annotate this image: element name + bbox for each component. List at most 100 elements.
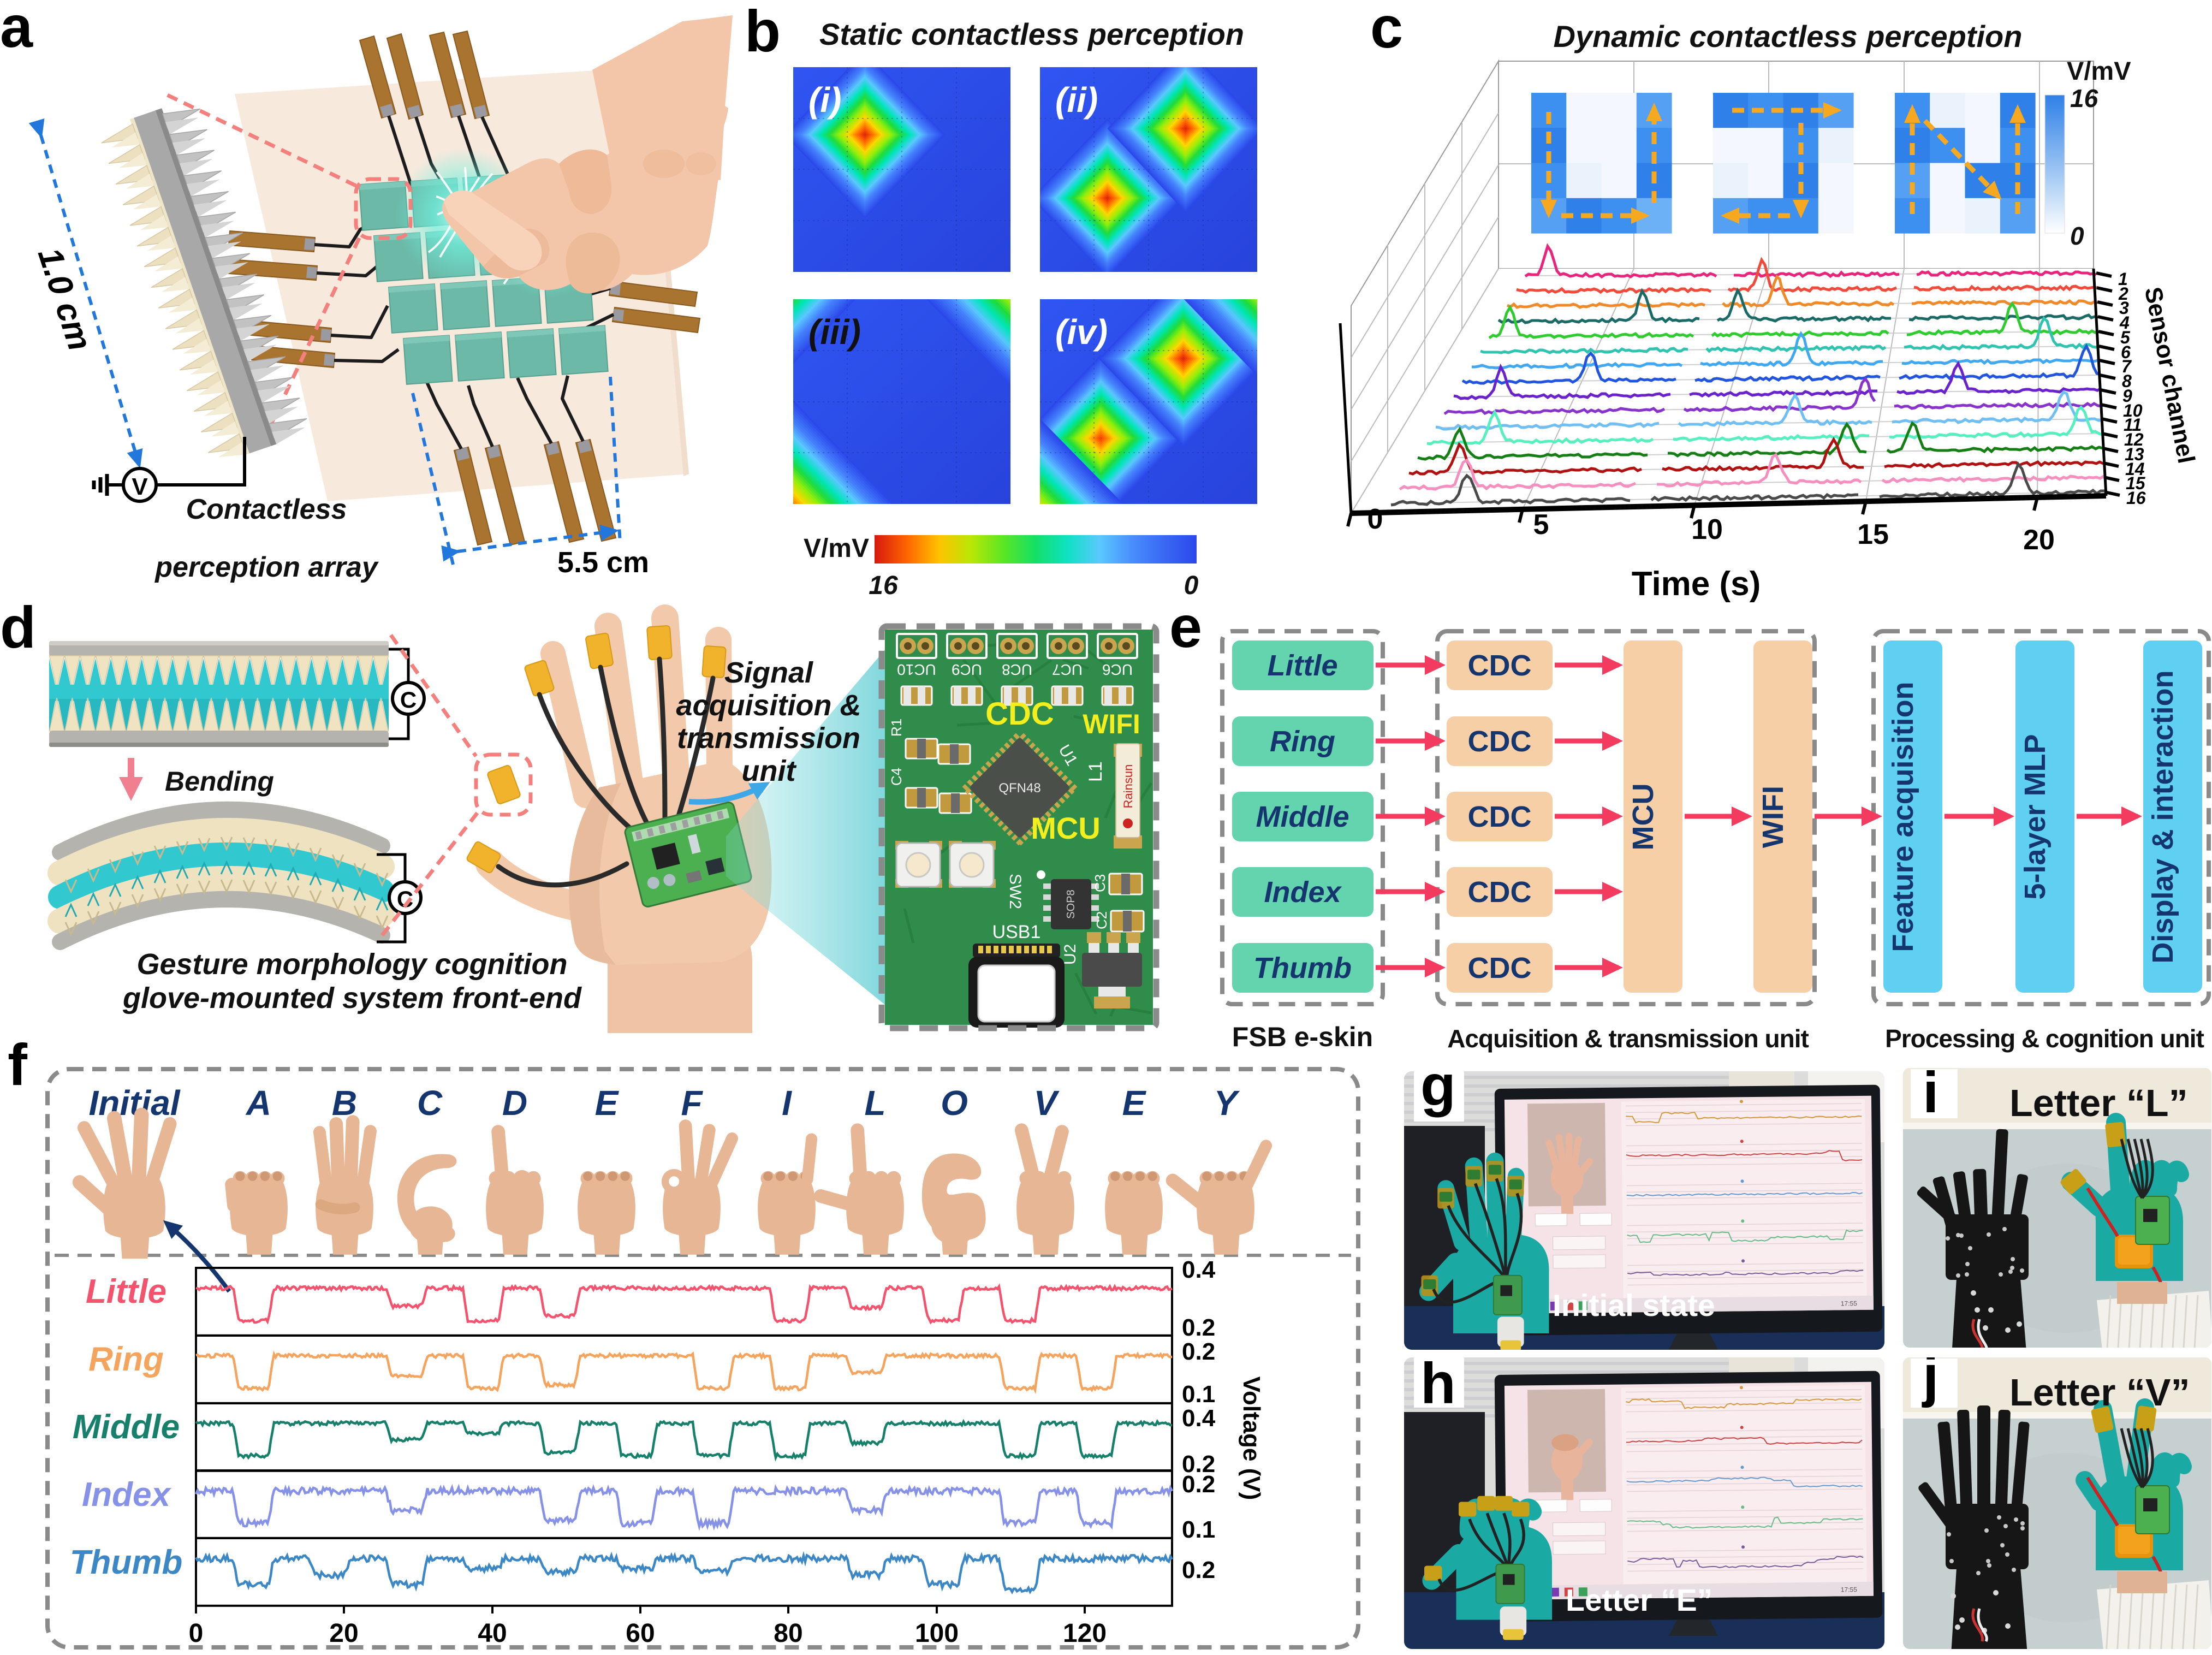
svg-text:QFN48: QFN48 [998,781,1040,796]
svg-text:120: 120 [1063,1619,1107,1648]
svg-text:40: 40 [478,1619,507,1648]
svg-text:(ii): (ii) [1055,80,1098,120]
svg-text:UC9: UC9 [952,661,982,678]
svg-text:12: 12 [2124,430,2144,449]
svg-text:Time (s): Time (s) [1632,565,1761,603]
svg-text:R1: R1 [888,719,905,737]
svg-text:0.2: 0.2 [1182,1314,1215,1341]
svg-text:USB1: USB1 [992,922,1041,942]
svg-text:L: L [864,1083,885,1123]
svg-text:V/mV: V/mV [2067,56,2131,85]
svg-text:SOP8: SOP8 [1065,889,1077,918]
svg-text:Rainsun: Rainsun [1121,764,1135,809]
svg-text:0.2: 0.2 [1182,1471,1215,1498]
svg-text:UC6: UC6 [1102,661,1133,678]
svg-text:MCU: MCU [1031,811,1101,845]
svg-text:16: 16 [2126,488,2146,508]
svg-text:Initial state: Initial state [1553,1288,1715,1323]
svg-text:2: 2 [2118,284,2128,304]
svg-text:CDC: CDC [1468,800,1532,833]
svg-text:0.2: 0.2 [1182,1557,1215,1583]
svg-text:SW2: SW2 [1006,874,1024,909]
svg-text:CDC: CDC [1468,649,1532,682]
svg-text:Index: Index [82,1476,171,1514]
svg-text:5: 5 [1533,509,1549,541]
svg-text:Y: Y [1214,1083,1240,1123]
svg-text:11: 11 [2124,415,2142,435]
svg-text:Middle: Middle [1256,800,1349,833]
svg-text:Ring: Ring [88,1340,164,1378]
svg-text:0: 0 [1367,503,1383,535]
svg-text:Letter “L”: Letter “L” [2009,1082,2188,1124]
svg-text:Display & interaction: Display & interaction [2146,670,2179,963]
svg-text:Letter “V”: Letter “V” [2009,1371,2190,1414]
svg-text:C4: C4 [888,768,905,786]
svg-text:glove-mounted system front-end: glove-mounted system front-end [122,982,582,1015]
svg-text:C2: C2 [1093,911,1110,929]
svg-text:UC10: UC10 [897,661,936,678]
svg-text:A: A [245,1083,271,1123]
svg-text:14: 14 [2125,459,2145,479]
svg-text:Thumb: Thumb [1253,952,1352,984]
svg-text:Letter “E”: Letter “E” [1566,1583,1712,1618]
svg-text:Little: Little [1268,649,1338,682]
svg-text:D: D [502,1083,527,1123]
svg-text:Ring: Ring [1270,725,1335,758]
svg-text:i: i [1923,1068,1939,1125]
svg-text:Bending: Bending [165,766,274,797]
svg-text:CDC: CDC [1468,952,1532,984]
svg-text:4: 4 [2119,313,2130,333]
svg-text:5.5 cm: 5.5 cm [557,546,649,579]
svg-text:V: V [1034,1083,1060,1123]
svg-text:0.1: 0.1 [1182,1516,1215,1543]
svg-text:Little: Little [86,1273,167,1310]
svg-text:(iv): (iv) [1055,312,1108,352]
svg-text:C: C [417,1083,443,1123]
svg-text:(i): (i) [808,80,841,120]
svg-text:V: V [132,473,148,500]
svg-text:0.4: 0.4 [1182,1256,1216,1283]
svg-text:3: 3 [2119,298,2129,318]
svg-text:Processing & cognition unit: Processing & cognition unit [1885,1024,2204,1053]
svg-text:Contactless: Contactless [186,494,347,525]
svg-text:Static contactless perception: Static contactless perception [819,17,1244,51]
svg-text:(iii): (iii) [808,312,861,352]
svg-text:0: 0 [189,1619,204,1648]
svg-text:20: 20 [329,1619,358,1648]
svg-text:5-layer MLP: 5-layer MLP [2019,734,2052,899]
svg-text:0.4: 0.4 [1182,1405,1216,1432]
svg-text:20: 20 [2023,524,2055,556]
svg-text:WIFI: WIFI [1083,709,1140,739]
svg-text:MCU: MCU [1627,784,1660,851]
svg-text:6: 6 [2121,342,2131,362]
svg-text:CDC: CDC [1468,876,1532,909]
svg-text:UC8: UC8 [1002,661,1032,678]
svg-text:7: 7 [2121,357,2132,376]
svg-text:0.1: 0.1 [1182,1381,1215,1408]
svg-text:I: I [782,1083,792,1123]
svg-text:17:55: 17:55 [1841,1300,1858,1307]
svg-text:5: 5 [2120,328,2131,347]
svg-text:Dynamic contactless perception: Dynamic contactless perception [1554,19,2023,54]
svg-text:16: 16 [869,571,898,600]
svg-text:15: 15 [2126,473,2146,493]
svg-text:17:55: 17:55 [1841,1586,1858,1593]
svg-text:perception array: perception array [154,551,379,583]
svg-text:0: 0 [2070,222,2084,250]
svg-text:O: O [941,1083,968,1123]
svg-text:Feature acquisition: Feature acquisition [1887,681,1919,952]
svg-text:13: 13 [2125,444,2144,464]
svg-text:V/mV: V/mV [804,534,869,563]
svg-text:15: 15 [1857,519,1889,550]
svg-text:C3: C3 [1092,874,1108,892]
svg-text:1: 1 [2118,269,2128,289]
svg-text:8: 8 [2122,371,2132,391]
svg-text:Voltage (V): Voltage (V) [1238,1377,1265,1500]
svg-text:E: E [1122,1083,1147,1123]
svg-text:16: 16 [2070,84,2098,112]
svg-text:U2: U2 [1061,944,1079,965]
svg-text:CDC: CDC [985,696,1054,732]
svg-text:0: 0 [1184,571,1199,600]
svg-text:80: 80 [774,1619,802,1648]
svg-text:9: 9 [2122,386,2132,406]
